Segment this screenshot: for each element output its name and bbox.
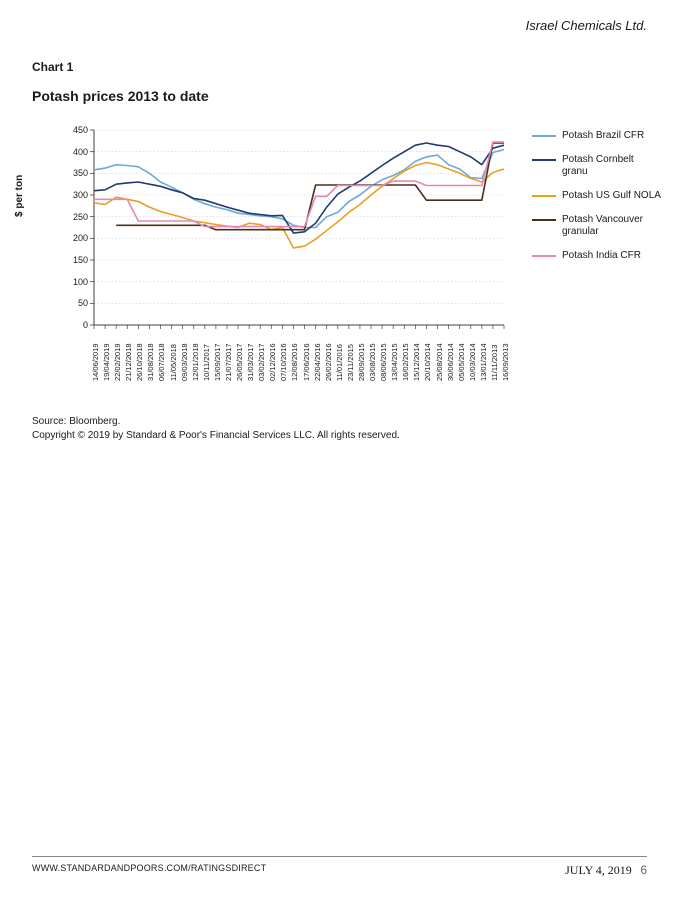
y-tick-label: 350: [64, 168, 88, 178]
legend-swatch: [532, 255, 556, 257]
x-tick-label: 28/09/2015: [357, 343, 366, 381]
legend-item: Potash India CFR: [532, 250, 662, 262]
x-tick-label: 19/04/2019: [102, 343, 111, 381]
x-tick-label: 08/06/2015: [379, 343, 388, 381]
footer-page-number: 6: [640, 863, 647, 877]
x-tick-label: 09/03/2018: [180, 343, 189, 381]
y-tick-label: 100: [64, 277, 88, 287]
legend-label: Potash US Gulf NOLA: [562, 190, 661, 202]
x-tick-label: 11/11/2013: [490, 345, 499, 381]
x-tick-label: 30/06/2014: [446, 343, 455, 381]
y-tick-label: 450: [64, 125, 88, 135]
x-tick-label: 21/12/2018: [124, 343, 133, 381]
x-tick-label: 15/12/2014: [412, 343, 421, 381]
x-tick-label: 16/02/2015: [401, 343, 410, 381]
x-tick-label: 13/01/2014: [479, 343, 488, 381]
x-tick-label: 16/09/2013: [501, 343, 510, 381]
legend-item: Potash US Gulf NOLA: [532, 190, 662, 202]
y-tick-label: 300: [64, 190, 88, 200]
footer-date: JULY 4, 2019: [565, 863, 632, 877]
x-tick-label: 11/01/2016: [335, 344, 344, 381]
page-footer: WWW.STANDARDANDPOORS.COM/RATINGSDIRECT J…: [32, 856, 647, 874]
x-tick-label: 22/04/2016: [313, 343, 322, 381]
chart-label: Chart 1: [32, 60, 73, 74]
header-company: Israel Chemicals Ltd.: [526, 18, 647, 33]
x-tick-label: 10/11/2017: [202, 344, 211, 381]
chart-title: Potash prices 2013 to date: [32, 88, 209, 104]
x-tick-label: 15/09/2017: [213, 343, 222, 381]
x-tick-label: 25/08/2014: [435, 343, 444, 381]
legend-swatch: [532, 135, 556, 137]
y-tick-label: 400: [64, 147, 88, 157]
legend-swatch: [532, 195, 556, 197]
x-tick-label: 31/08/2018: [146, 343, 155, 381]
x-tick-label: 22/02/2019: [113, 343, 122, 381]
x-tick-label: 20/10/2014: [423, 343, 432, 381]
source-citation: Source: Bloomberg.: [32, 416, 120, 427]
x-tick-label: 05/05/2014: [457, 343, 466, 381]
x-tick-label: 21/07/2017: [224, 343, 233, 381]
x-tick-label: 03/08/2015: [368, 343, 377, 381]
y-tick-label: 0: [64, 320, 88, 330]
legend-item: Potash Cornbelt granu: [532, 154, 662, 178]
x-tick-label: 17/06/2016: [302, 343, 311, 381]
legend-label: Potash India CFR: [562, 250, 641, 262]
x-tick-label: 23/11/2015: [346, 344, 355, 381]
x-tick-label: 26/02/2016: [324, 343, 333, 381]
x-tick-label: 06/07/2018: [157, 343, 166, 381]
legend-swatch: [532, 219, 556, 221]
legend-swatch: [532, 159, 556, 161]
legend-item: Potash Vancouver granular: [532, 214, 662, 238]
x-tick-label: 07/10/2016: [279, 343, 288, 381]
x-tick-label: 26/10/2018: [135, 343, 144, 381]
x-tick-label: 13/04/2015: [390, 343, 399, 381]
x-tick-label: 12/01/2018: [191, 343, 200, 381]
y-tick-label: 150: [64, 255, 88, 265]
x-tick-label: 02/12/2016: [268, 343, 277, 381]
y-tick-label: 50: [64, 298, 88, 308]
x-tick-label: 11/05/2018: [169, 344, 178, 381]
chart-container: $ per ton Potash Brazil CFRPotash Cornbe…: [32, 122, 652, 412]
x-tick-label: 31/03/2017: [246, 343, 255, 381]
x-tick-label: 26/05/2017: [235, 343, 244, 381]
y-tick-label: 250: [64, 212, 88, 222]
footer-url: WWW.STANDARDANDPOORS.COM/RATINGSDIRECT: [32, 863, 266, 873]
chart-legend: Potash Brazil CFR Potash Cornbelt granu Po…: [532, 130, 662, 274]
legend-label: Potash Vancouver granular: [562, 214, 662, 238]
legend-label: Potash Cornbelt granu: [562, 154, 662, 178]
copyright-line: Copyright © 2019 by Standard & Poor's Fi…: [32, 430, 400, 441]
y-axis-title: $ per ton: [14, 175, 25, 217]
x-tick-label: 14/06/2019: [91, 343, 100, 381]
legend-label: Potash Brazil CFR: [562, 130, 644, 142]
legend-item: Potash Brazil CFR: [532, 130, 662, 142]
x-tick-label: 10/03/2014: [468, 343, 477, 381]
y-tick-label: 200: [64, 233, 88, 243]
x-tick-label: 12/08/2016: [290, 343, 299, 381]
x-tick-label: 03/02/2017: [257, 343, 266, 381]
